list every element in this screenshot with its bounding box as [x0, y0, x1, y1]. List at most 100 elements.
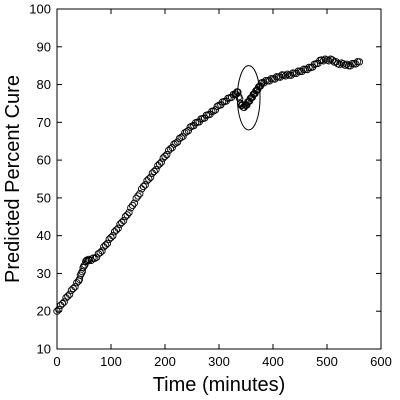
- data-point: [96, 249, 104, 257]
- data-point: [186, 123, 194, 131]
- data-point: [127, 204, 135, 212]
- data-point: [81, 261, 89, 269]
- data-point: [139, 182, 148, 191]
- data-point: [143, 177, 151, 185]
- data-point: [116, 220, 124, 228]
- data-point: [170, 140, 178, 148]
- data-point: [155, 160, 164, 168]
- data-point: [145, 175, 153, 183]
- data-point: [118, 218, 126, 227]
- data-point: [166, 145, 175, 153]
- data-point: [60, 298, 68, 306]
- plot-area: [56, 8, 382, 350]
- data-point: [65, 290, 74, 299]
- data-point: [211, 106, 220, 114]
- data-point: [141, 181, 149, 189]
- data-point: [80, 262, 88, 270]
- data-point: [168, 144, 176, 152]
- y-tick-label: 80: [37, 77, 51, 92]
- data-point: [76, 271, 85, 279]
- data-point: [134, 192, 142, 200]
- data-point: [179, 132, 187, 141]
- data-point: [163, 150, 171, 159]
- data-series: [53, 55, 364, 315]
- data-point: [137, 185, 146, 193]
- data-point: [146, 173, 155, 181]
- x-tick-label: 600: [370, 354, 392, 369]
- data-point: [298, 67, 306, 76]
- data-point: [69, 284, 77, 293]
- data-point: [123, 211, 131, 219]
- data-point: [71, 283, 79, 291]
- data-point: [62, 294, 70, 302]
- data-point: [287, 71, 295, 79]
- x-tick-label: 500: [316, 354, 338, 369]
- y-tick-label: 90: [37, 39, 51, 54]
- y-tick-label: 30: [37, 266, 51, 281]
- data-point: [130, 199, 139, 207]
- data-point: [103, 239, 112, 248]
- data-point: [184, 127, 193, 135]
- data-point: [159, 154, 167, 162]
- data-point: [58, 300, 67, 308]
- data-point: [119, 217, 128, 225]
- x-tick-label: 200: [154, 354, 176, 369]
- x-tick-label: 0: [53, 354, 60, 369]
- data-point: [87, 256, 95, 265]
- data-point: [173, 138, 182, 146]
- data-point: [319, 57, 328, 65]
- y-tick-label: 50: [37, 190, 51, 205]
- data-point: [136, 190, 144, 198]
- data-point: [175, 134, 184, 143]
- highlight-ellipse: [236, 65, 261, 131]
- data-point: [107, 233, 115, 242]
- data-point: [100, 243, 108, 251]
- data-point: [121, 212, 130, 221]
- data-point: [128, 201, 137, 210]
- data-point: [92, 253, 101, 261]
- data-point: [150, 167, 158, 176]
- x-tick-label: 300: [208, 354, 230, 369]
- data-point: [56, 301, 65, 310]
- y-tick-label: 40: [37, 228, 51, 243]
- data-point: [236, 95, 244, 103]
- data-point: [177, 133, 185, 142]
- data-point: [276, 73, 284, 81]
- data-point: [148, 169, 157, 177]
- data-point: [260, 79, 268, 87]
- data-point: [346, 62, 355, 70]
- data-point: [55, 305, 63, 314]
- y-axis-title: Predicted Percent Cure: [2, 75, 24, 283]
- data-point: [281, 72, 290, 80]
- data-point: [343, 60, 351, 68]
- x-axis-title: Time (minutes): [153, 374, 286, 396]
- data-point: [157, 158, 166, 166]
- data-point: [209, 107, 218, 115]
- data-point: [352, 60, 360, 68]
- y-tick-label: 20: [37, 304, 51, 319]
- data-point: [64, 292, 72, 300]
- data-point: [213, 102, 221, 111]
- data-point: [114, 224, 122, 232]
- y-tick-label: 60: [37, 153, 51, 168]
- x-tick-label: 100: [100, 354, 122, 369]
- data-point: [67, 286, 76, 294]
- data-point: [271, 75, 279, 83]
- data-point: [125, 208, 133, 217]
- data-point: [182, 128, 191, 136]
- data-point: [339, 60, 347, 68]
- y-tick-label: 100: [29, 2, 51, 17]
- data-point: [265, 77, 274, 85]
- y-tick-label: 70: [37, 115, 51, 130]
- data-point: [98, 247, 106, 255]
- plot-frame: [56, 8, 382, 350]
- data-point: [101, 241, 110, 249]
- data-point: [152, 166, 160, 174]
- x-tick-label: 400: [262, 354, 284, 369]
- data-point: [335, 60, 344, 69]
- data-point: [161, 152, 169, 160]
- data-point: [112, 226, 121, 234]
- data-point: [328, 56, 337, 64]
- data-point: [105, 235, 113, 243]
